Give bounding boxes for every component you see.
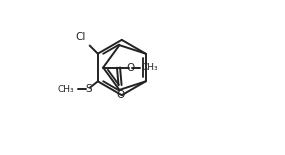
Text: CH₃: CH₃ <box>142 63 158 72</box>
Text: CH₃: CH₃ <box>57 84 74 93</box>
Text: O: O <box>126 62 134 73</box>
Text: S: S <box>85 84 92 94</box>
Text: Cl: Cl <box>75 33 85 42</box>
Text: O: O <box>116 90 124 100</box>
